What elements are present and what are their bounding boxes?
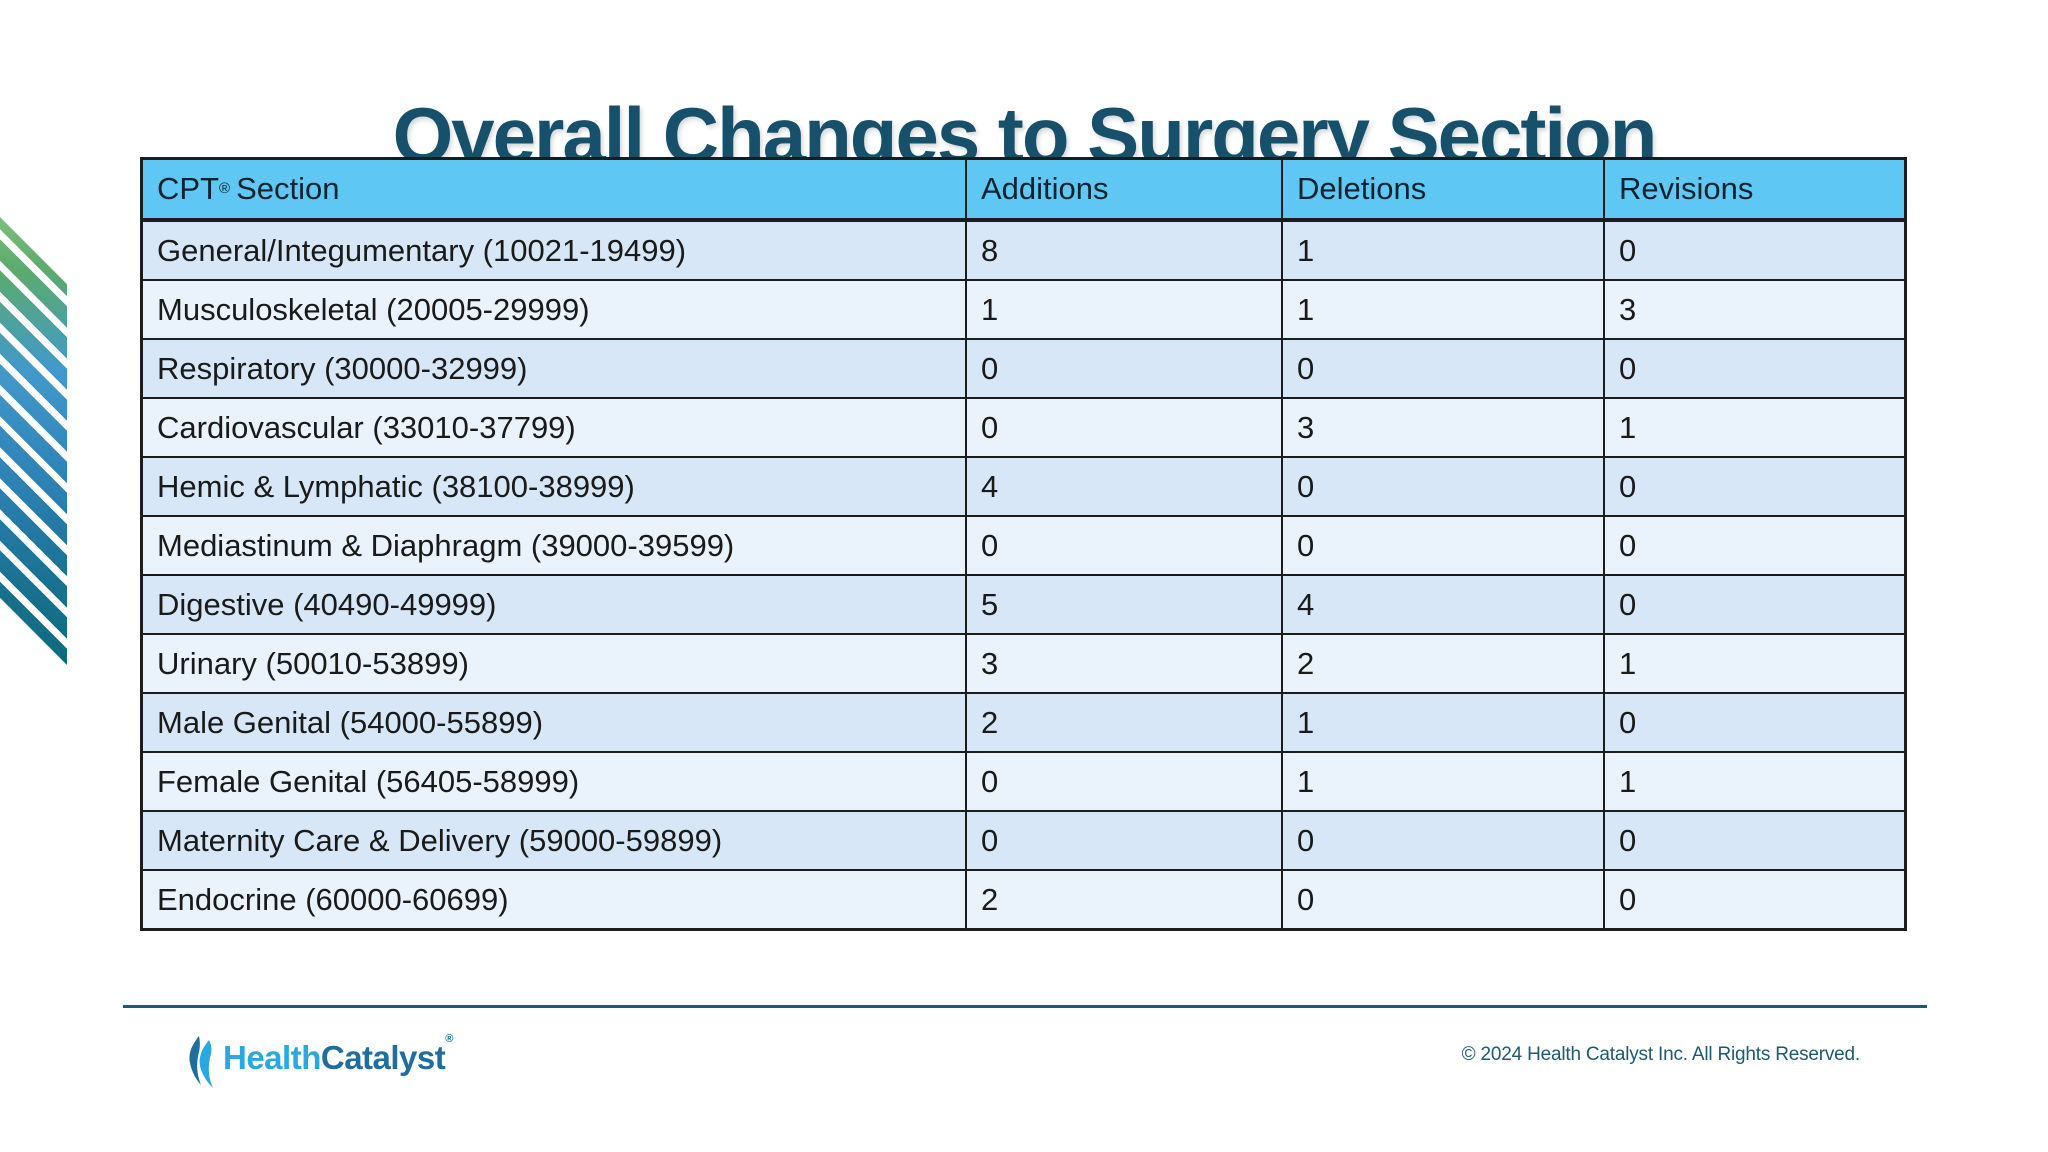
deletions-cell: 0 [1281,517,1603,574]
column-header-cpt-section: CPT ® Section [157,171,340,206]
additions-cell: 0 [965,812,1281,869]
additions-cell: 2 [965,871,1281,928]
logo-wordmark: HealthCatalyst® [223,1034,453,1077]
revisions-cell: 1 [1603,753,1904,810]
table-row-musculoskeletal: Musculoskeletal (20005-29999) 1 1 3 [143,279,1904,338]
health-catalyst-logo: HealthCatalyst® [187,1034,453,1093]
additions-cell: 0 [965,753,1281,810]
diagonal-stripes-decoration [0,217,67,665]
logo-health-text: Health [223,1039,321,1076]
section-cell: Musculoskeletal (20005-29999) [157,291,590,327]
additions-cell: 0 [965,340,1281,397]
revisions-cell: 3 [1603,281,1904,338]
table-row-respiratory: Respiratory (30000-32999) 0 0 0 [143,338,1904,397]
table-row-digestive: Digestive (40490-49999) 5 4 0 [143,574,1904,633]
additions-cell: 2 [965,694,1281,751]
section-cell: Male Genital (54000-55899) [157,704,544,740]
deletions-cell: 1 [1281,753,1603,810]
section-cell: Hemic & Lymphatic (38100-38999) [157,468,635,504]
section-cell: Mediastinum & Diaphragm (39000-39599) [157,527,735,563]
table-row-endocrine: Endocrine (60000-60699) 2 0 0 [143,869,1904,928]
deletions-cell: 2 [1281,635,1603,692]
section-label: Section [236,171,340,206]
additions-cell: 0 [965,517,1281,574]
deletions-cell: 1 [1281,281,1603,338]
additions-cell: 1 [965,281,1281,338]
column-header-revisions: Revisions [1603,160,1904,218]
copyright-text: © 2024 Health Catalyst Inc. All Rights R… [1461,1044,1861,1065]
deletions-cell: 1 [1281,694,1603,751]
section-cell: Endocrine (60000-60699) [157,881,509,917]
revisions-cell: 1 [1603,635,1904,692]
deletions-cell: 0 [1281,340,1603,397]
additions-cell: 0 [965,399,1281,456]
additions-cell: 4 [965,458,1281,515]
section-cell: Respiratory (30000-32999) [157,350,528,386]
section-cell: General/Integumentary (10021-19499) [157,232,687,268]
section-cell: Urinary (50010-53899) [157,645,469,681]
deletions-cell: 0 [1281,458,1603,515]
revisions-cell: 0 [1603,517,1904,574]
table-row-male-genital: Male Genital (54000-55899) 2 1 0 [143,692,1904,751]
revisions-cell: 0 [1603,694,1904,751]
section-cell: Female Genital (56405-58999) [157,763,580,799]
section-cell: Maternity Care & Delivery (59000-59899) [157,822,723,858]
column-header-deletions: Deletions [1281,160,1603,218]
deletions-cell: 0 [1281,812,1603,869]
revisions-cell: 0 [1603,576,1904,633]
footer-divider [123,1005,1927,1008]
revisions-cell: 0 [1603,458,1904,515]
column-header-additions: Additions [965,160,1281,218]
deletions-cell: 4 [1281,576,1603,633]
section-cell: Cardiovascular (33010-37799) [157,409,576,445]
revisions-cell: 1 [1603,399,1904,456]
table-row-cardiovascular: Cardiovascular (33010-37799) 0 3 1 [143,397,1904,456]
additions-cell: 8 [965,222,1281,279]
table-row-female-genital: Female Genital (56405-58999) 0 1 1 [143,751,1904,810]
table-body: General/Integumentary (10021-19499) 8 1 … [143,222,1904,928]
cpt-label: CPT [157,171,219,206]
table-row-urinary: Urinary (50010-53899) 3 2 1 [143,633,1904,692]
revisions-cell: 0 [1603,340,1904,397]
revisions-cell: 0 [1603,871,1904,928]
deletions-cell: 0 [1281,871,1603,928]
logo-registered-trademark: ® [445,1033,453,1045]
table-row-mediastinum-diaphragm: Mediastinum & Diaphragm (39000-39599) 0 … [143,515,1904,574]
additions-cell: 5 [965,576,1281,633]
table-row-hemic-lymphatic: Hemic & Lymphatic (38100-38999) 4 0 0 [143,456,1904,515]
deletions-cell: 1 [1281,222,1603,279]
logo-catalyst-text: Catalyst [320,1039,446,1076]
deletions-cell: 3 [1281,399,1603,456]
revisions-cell: 0 [1603,222,1904,279]
table-row-general-integumentary: General/Integumentary (10021-19499) 8 1 … [143,222,1904,279]
revisions-cell: 0 [1603,812,1904,869]
cpt-changes-table: CPT ® Section Additions Deletions Revision… [140,157,1907,931]
table-header-row: CPT ® Section Additions Deletions Revision… [143,160,1904,222]
flame-icon [187,1036,216,1093]
section-cell: Digestive (40490-49999) [157,586,497,622]
additions-cell: 3 [965,635,1281,692]
table-row-maternity-care-delivery: Maternity Care & Delivery (59000-59899) … [143,810,1904,869]
